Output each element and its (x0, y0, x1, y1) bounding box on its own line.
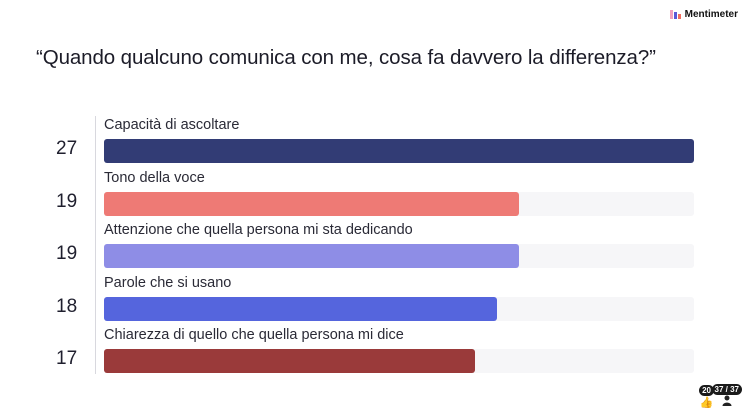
question-title: “Quando qualcuno comunica con me, cosa f… (36, 46, 656, 69)
bar-category-label: Attenzione che quella persona mi sta ded… (104, 222, 413, 238)
bar-value-label: 17 (56, 348, 78, 369)
bar-track (104, 244, 694, 268)
brand-name: Mentimeter (684, 9, 738, 20)
participants-count: 37 / 37 (711, 384, 742, 395)
bar-row: 17 Chiarezza di quello che quella persona… (0, 326, 750, 378)
chart-axis-line (95, 116, 96, 374)
bar-row: 19 Tono della voce (0, 169, 750, 221)
bar-track (104, 191, 694, 216)
bar (104, 139, 694, 163)
bar-row: 27 Capacità di ascoltare (0, 116, 750, 168)
bar-value-label: 19 (56, 190, 78, 212)
mentimeter-logo-icon (669, 10, 681, 19)
reactions-count: 20 (699, 385, 714, 396)
bar-track (104, 349, 694, 373)
bar-track (104, 296, 694, 321)
bar (104, 191, 520, 216)
bar-row: 19 Attenzione che quella persona mi sta d… (0, 221, 750, 273)
bar-category-label: Parole che si usano (104, 274, 232, 291)
bar-row: 18 Parole che si usano (0, 274, 750, 326)
bar-value-label: 27 (56, 138, 78, 159)
thumbs-up-icon: 👍 (699, 397, 714, 409)
bar-category-label: Chiarezza di quello che quella persona m… (104, 327, 404, 343)
bar (104, 244, 520, 268)
bar-value-label: 19 (56, 243, 78, 264)
reactions-widget[interactable]: 20 👍 (699, 385, 714, 410)
bar (104, 296, 498, 321)
brand: Mentimeter (669, 9, 738, 20)
participants-widget[interactable]: 37 / 37 (711, 384, 742, 410)
person-icon (722, 395, 732, 410)
bar-track (104, 139, 694, 163)
bar-value-label: 18 (56, 295, 78, 317)
bar-category-label: Tono della voce (104, 169, 205, 186)
bar-category-label: Capacità di ascoltare (104, 117, 240, 133)
bar (104, 349, 476, 373)
